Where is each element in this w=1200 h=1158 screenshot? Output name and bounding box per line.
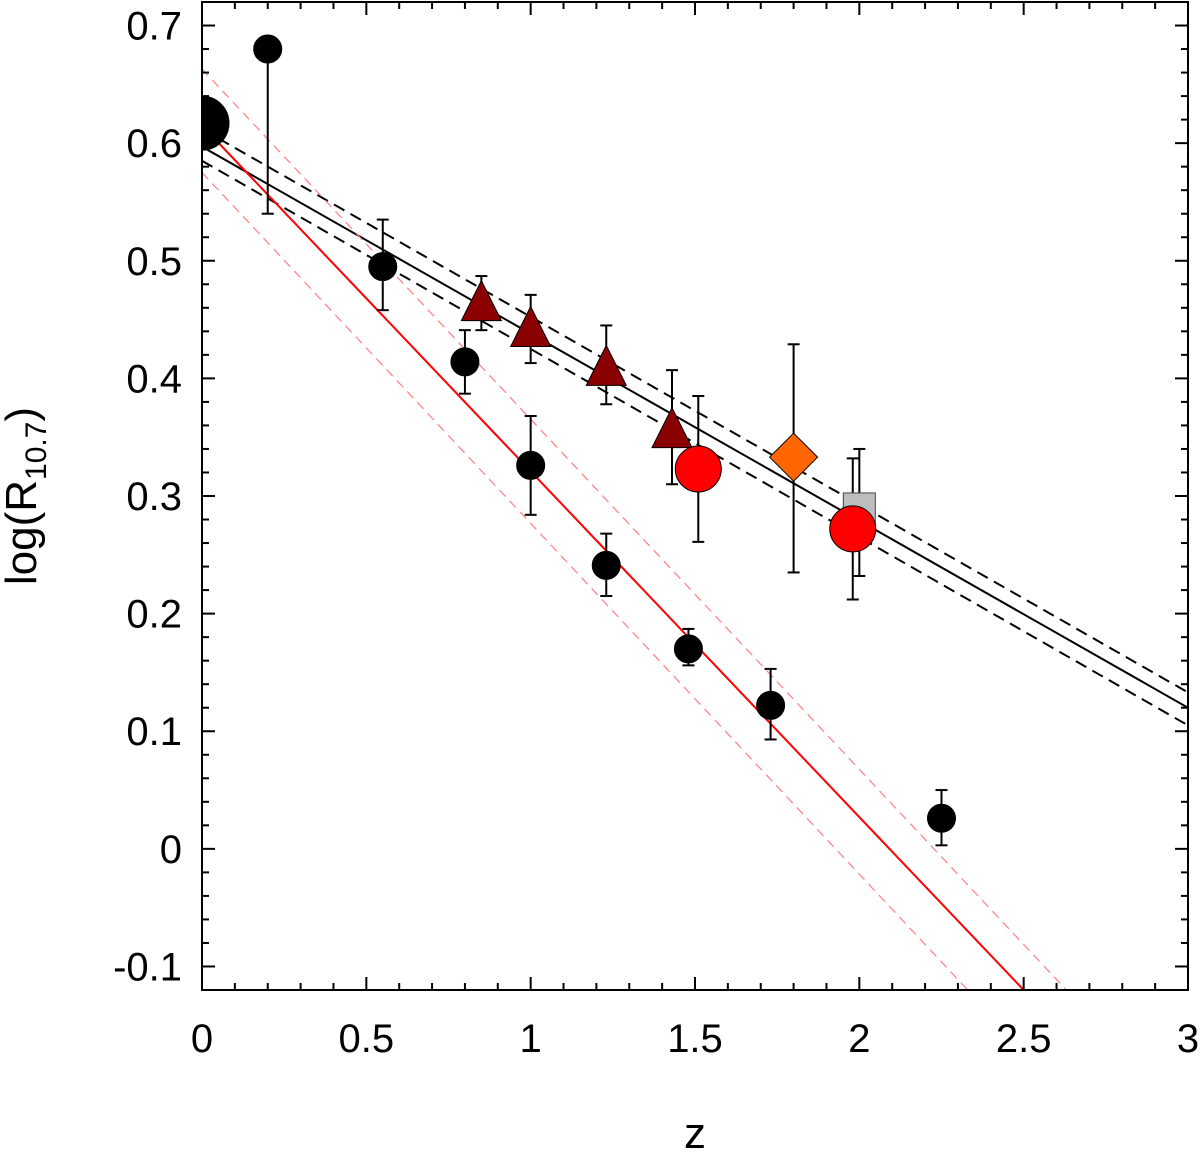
x-tick-label: 3 bbox=[1177, 1017, 1199, 1061]
data-point-diamond-4-0 bbox=[768, 432, 819, 482]
data-point-circle-0-1 bbox=[368, 252, 398, 282]
data-point-circle-large-1-0 bbox=[202, 95, 230, 151]
x-axis-label: z bbox=[684, 1109, 706, 1158]
y-tick-label: -0.1 bbox=[113, 945, 182, 989]
data-point-circle-large-3-0 bbox=[674, 445, 722, 493]
data-point-circle-0-4 bbox=[591, 550, 621, 580]
plot-content bbox=[202, 34, 1188, 990]
y-tick-label: 0.1 bbox=[126, 710, 182, 754]
x-tick-label: 1 bbox=[520, 1017, 542, 1061]
data-point-circle-0-3 bbox=[516, 450, 546, 480]
data-point-triangle-2-1 bbox=[509, 305, 552, 348]
data-point-triangle-2-0 bbox=[460, 279, 503, 322]
fit-line-2 bbox=[202, 128, 1188, 694]
fit-line-1 bbox=[202, 145, 1188, 709]
x-tick-label: 0.5 bbox=[339, 1017, 395, 1061]
y-axis-label: log(R10.7) bbox=[0, 407, 53, 585]
plot-area bbox=[202, 34, 1188, 990]
data-point-circle-0-6 bbox=[756, 690, 786, 720]
data-point-circle-0-2 bbox=[450, 347, 480, 377]
data-point-triangle-2-2 bbox=[585, 344, 628, 386]
y-axis-label-subscript: 10.7 bbox=[20, 422, 53, 480]
plot-frame bbox=[201, 1, 1189, 991]
y-tick-label: 0.5 bbox=[126, 240, 182, 284]
y-tick-label: 0.7 bbox=[126, 5, 182, 49]
x-tick-label: 2.5 bbox=[996, 1017, 1052, 1061]
axis-tick-labels: 0 0.5 1 1.5 2 2.5 3-0.100.10.20.30.40.50.60.7 bbox=[113, 5, 1199, 1061]
data-point-circle-0-0 bbox=[253, 34, 283, 64]
y-tick-label: 0 bbox=[160, 828, 182, 872]
fit-line-5 bbox=[202, 68, 1067, 990]
y-axis-label-main: log(R bbox=[0, 480, 46, 585]
fit-line-6 bbox=[202, 172, 969, 990]
data-point-triangle-2-3 bbox=[651, 406, 693, 449]
y-tick-label: 0.6 bbox=[126, 122, 182, 166]
axis-ticks bbox=[201, 1, 1189, 991]
y-axis-label-close: ) bbox=[0, 407, 46, 422]
data-point-circle-0-7 bbox=[927, 803, 956, 833]
data-point-circle-0-5 bbox=[673, 634, 703, 664]
x-tick-label: 2 bbox=[848, 1017, 870, 1061]
x-tick-label: 0 bbox=[191, 1017, 213, 1061]
y-tick-label: 0.4 bbox=[126, 357, 182, 401]
y-tick-label: 0.3 bbox=[126, 475, 182, 519]
x-tick-label: 1.5 bbox=[667, 1017, 723, 1061]
y-tick-label: 0.2 bbox=[126, 593, 182, 637]
data-point-circle-large-3-1 bbox=[829, 505, 877, 553]
